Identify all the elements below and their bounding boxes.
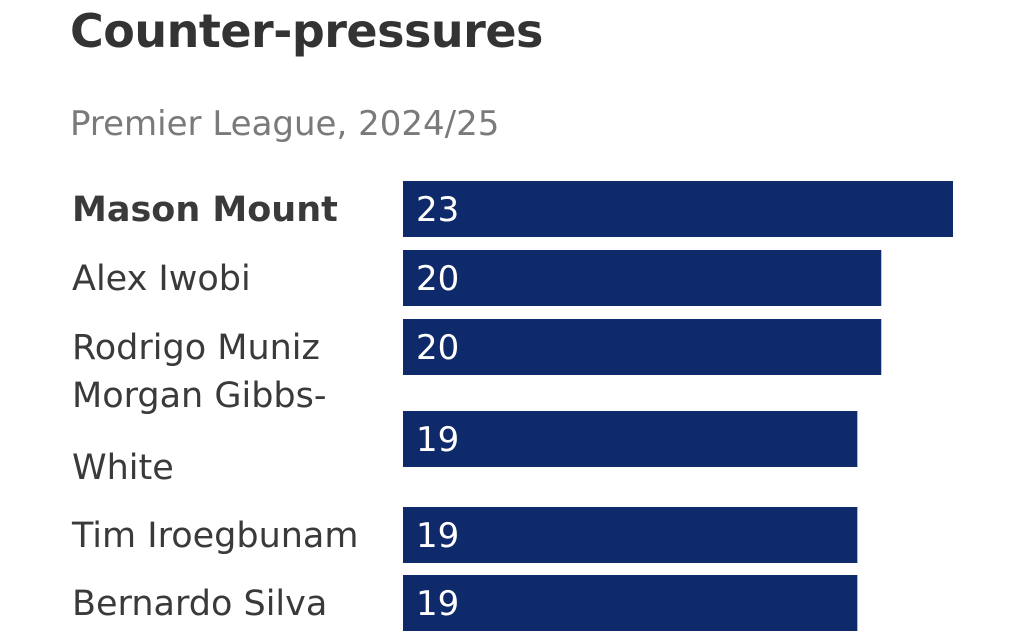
value-label-bernardo-silva: 19 [416, 584, 459, 624]
category-label-rodrigo-muniz: Rodrigo Muniz [72, 328, 320, 368]
bar-tim-iroegbunam [403, 507, 858, 563]
bar-bernardo-silva [403, 575, 858, 631]
value-label-rodrigo-muniz: 20 [416, 328, 459, 368]
chart-title: Counter-pressures [70, 4, 543, 58]
bar-rodrigo-muniz [403, 319, 882, 375]
value-label-morgan-gibbs-white: 19 [416, 420, 459, 460]
value-label-mason-mount: 23 [416, 190, 459, 230]
bar-alex-iwobi [403, 250, 882, 306]
bar-row-mason-mount: 23 Mason Mount [72, 181, 953, 237]
category-label-alex-iwobi: Alex Iwobi [72, 259, 251, 299]
chart-subtitle: Premier League, 2024/25 [70, 104, 500, 144]
value-label-tim-iroegbunam: 19 [416, 516, 459, 556]
bar-row-tim-iroegbunam: 19 Tim Iroegbunam [71, 507, 858, 563]
value-label-alex-iwobi: 20 [416, 259, 459, 299]
category-label-tim-iroegbunam: Tim Iroegbunam [71, 516, 358, 556]
category-label-morgan-gibbs-white: Morgan Gibbs-White [72, 376, 327, 488]
bar-row-rodrigo-muniz: 20 Rodrigo Muniz [72, 319, 882, 375]
bar-row-morgan-gibbs-white: 19 Morgan Gibbs-White [72, 376, 858, 488]
bar-morgan-gibbs-white [403, 411, 858, 467]
bar-row-bernardo-silva: 19 Bernardo Silva [72, 575, 858, 631]
bar-mason-mount [403, 181, 953, 237]
bar-row-alex-iwobi: 20 Alex Iwobi [72, 250, 882, 306]
category-label-bernardo-silva: Bernardo Silva [72, 584, 327, 624]
category-label-mason-mount: Mason Mount [72, 190, 338, 230]
